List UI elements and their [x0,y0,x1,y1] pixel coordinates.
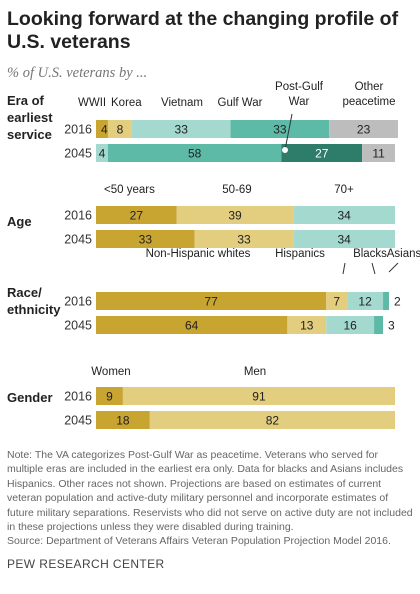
group-label-race-ethnicity-0: Race/ [7,285,42,300]
legend-label-post-gulf-war-0: Post-Gulf [275,81,324,93]
row-label-race-ethnicity-2045: 2045 [64,319,92,333]
group-label-era-of-earliest-service-0: Era of [7,93,45,108]
bar-age-2016-70 [293,206,395,224]
value-label-era-of-earliest-service-2016-korea: 8 [117,123,124,137]
row-label-era-of-earliest-service-2045: 2045 [64,147,92,161]
leader-line-hispanics [342,262,346,275]
leader-line-post-gulf-war [284,113,293,151]
value-label-age-2016-50-years: 27 [130,209,144,223]
legend-label-men: Men [244,366,266,378]
legend-label-other-peacetime-1: peacetime [342,96,395,108]
legend-label-non-hispanic-whites: Non-Hispanic whites [146,248,251,260]
value-label-race-ethnicity-2045-blacks: 16 [343,319,357,333]
bar-era-of-earliest-service-2016-vietnam [131,120,231,138]
bar-gender-2016-women [96,387,123,405]
row-label-age-2045: 2045 [64,233,92,247]
bar-era-of-earliest-service-2016-korea [107,120,132,138]
value-label-race-ethnicity-2016-blacks: 12 [358,295,372,309]
chart-title: Looking forward at the changing profile … [7,8,399,53]
legend-label-women: Women [91,366,130,378]
bar-race-ethnicity-2045-hispanics [287,316,327,334]
value-label-race-ethnicity-2045-hispanics: 13 [300,319,314,333]
legend-label-70: 70+ [334,184,354,196]
group-label-gender-0: Gender [7,390,53,405]
bar-race-ethnicity-2016-non-hispanic-whites [96,292,327,310]
bar-age-2045-50-years [96,230,195,248]
bar-era-of-earliest-service-2016-other-peacetime [329,120,398,138]
value-label-age-2045-50-69: 33 [237,233,251,247]
bar-race-ethnicity-2045-asians [374,316,384,334]
legend-label-other-peacetime-0: Other [355,81,384,93]
group-label-race-ethnicity-1: ethnicity [7,302,61,317]
bar-era-of-earliest-service-2045-post-gulf-war [281,144,363,162]
row-label-era-of-earliest-service-2016: 2016 [64,123,92,137]
bar-age-2045-70 [293,230,395,248]
bar-age-2016-50-years [96,206,177,224]
value-label-gender-2016-women: 9 [106,390,113,404]
value-label-era-of-earliest-service-2016-other-peacetime: 23 [357,123,371,137]
value-label-era-of-earliest-service-2016-wwii: 4 [101,123,108,137]
legend-label-korea: Korea [111,97,142,109]
value-label-era-of-earliest-service-2016-vietnam: 33 [175,123,189,137]
value-label-era-of-earliest-service-2045-vietnam: 4 [99,147,106,161]
bar-race-ethnicity-2045-blacks [326,316,375,334]
row-label-race-ethnicity-2016: 2016 [64,295,92,309]
leader-line-blacks [371,262,376,275]
chart-subtitle: % of U.S. veterans by ... [7,65,148,81]
value-label-age-2016-50-69: 39 [228,209,242,223]
value-label-race-ethnicity-2016-asians: 2 [394,295,401,309]
value-label-race-ethnicity-2045-non-hispanic-whites: 64 [185,319,199,333]
legend-label-hispanics: Hispanics [275,248,325,260]
value-label-race-ethnicity-2045-asians: 3 [388,319,395,333]
bar-era-of-earliest-service-2045-vietnam [96,144,108,162]
row-label-age-2016: 2016 [64,209,92,223]
value-label-era-of-earliest-service-2045-post-gulf-war: 27 [315,147,329,161]
legend-label-blacks: Blacks [353,248,387,260]
bar-era-of-earliest-service-2016-gulf-war [230,120,330,138]
row-label-gender-2016: 2016 [64,390,92,404]
value-label-age-2045-50-years: 33 [139,233,153,247]
bar-gender-2016-men [122,387,395,405]
value-label-age-2045-70: 34 [337,233,351,247]
legend-label-50-years: <50 years [104,184,155,196]
leader-dot-post-gulf-war [282,147,288,153]
bar-era-of-earliest-service-2045-gulf-war [107,144,282,162]
value-label-gender-2016-men: 91 [252,390,266,404]
bar-age-2016-50-69 [176,206,294,224]
legend-label-wwii: WWII [78,97,106,109]
bar-race-ethnicity-2016-blacks [347,292,384,310]
group-label-age-0: Age [7,214,32,229]
row-label-gender-2045: 2045 [64,414,92,428]
bar-gender-2045-men [149,411,395,429]
group-label-era-of-earliest-service-2: service [7,127,52,142]
note-text: Note: The VA categorizes Post-Gulf War a… [7,449,413,534]
legend-label-asians: Asians [387,248,420,260]
legend-label-gulf-war: Gulf War [218,97,263,109]
group-label-era-of-earliest-service-1: earliest [7,110,53,125]
bar-race-ethnicity-2016-hispanics [326,292,348,310]
legend-label-post-gulf-war-1: War [289,96,310,108]
value-label-era-of-earliest-service-2045-other-peacetime: 11 [372,147,385,161]
bar-gender-2045-women [96,411,150,429]
value-label-gender-2045-women: 18 [116,414,130,428]
stacked-bar-chart: Era of earliest service WWII Korea Vietnam Gul… [7,81,420,429]
pew-logo-text: PEW RESEARCH CENTER [7,557,165,571]
bar-era-of-earliest-service-2016-wwii [96,120,108,138]
bar-race-ethnicity-2045-non-hispanic-whites [96,316,288,334]
value-label-race-ethnicity-2016-non-hispanic-whites: 77 [204,295,218,309]
leader-line-asians [388,262,399,273]
value-label-era-of-earliest-service-2016-gulf-war: 33 [273,123,287,137]
bar-age-2045-50-69 [194,230,294,248]
value-label-gender-2045-men: 82 [266,414,280,428]
value-label-era-of-earliest-service-2045-gulf-war: 58 [188,147,202,161]
value-label-race-ethnicity-2016-hispanics: 7 [333,295,340,309]
value-label-age-2016-70: 34 [337,209,351,223]
bar-race-ethnicity-2016-asians [383,292,390,310]
chart-note: Note: The VA categorizes Post-Gulf War a… [7,448,415,549]
legend-label-vietnam: Vietnam [161,97,203,109]
legend-label-50-69: 50-69 [222,184,251,196]
bar-era-of-earliest-service-2045-other-peacetime [362,144,395,162]
source-text: Source: Department of Veterans Affairs V… [7,535,391,548]
